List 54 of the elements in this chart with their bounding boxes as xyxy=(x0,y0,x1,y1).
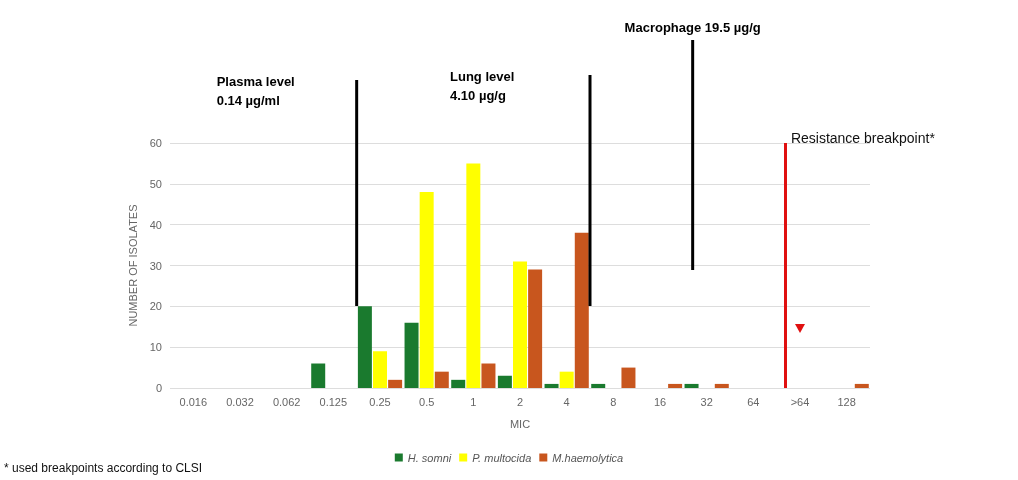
bar xyxy=(357,306,372,388)
x-tick-label: 0.016 xyxy=(179,395,208,408)
x-tick-label: >64 xyxy=(790,395,810,408)
y-tick-label: 50 xyxy=(149,177,162,190)
text: Lung level 4.10 µg/g xyxy=(450,69,515,103)
bar xyxy=(544,383,559,388)
bar xyxy=(714,383,729,388)
x-tick-label: 0.125 xyxy=(319,395,348,408)
bar xyxy=(481,363,496,388)
legend-label: M.haemolytica xyxy=(552,451,624,464)
bar xyxy=(528,269,543,388)
x-tick-label: 64 xyxy=(747,395,760,408)
bar xyxy=(388,379,403,388)
ref-line-label: Resistance breakpoint* xyxy=(790,130,936,146)
x-tick-label: 2 xyxy=(516,395,524,408)
y-tick-label: 0 xyxy=(155,382,162,394)
x-tick-label: 32 xyxy=(700,395,713,408)
legend-label: P. multocida xyxy=(472,451,532,464)
bar xyxy=(373,351,387,388)
y-tick-label: 30 xyxy=(149,259,162,272)
bar xyxy=(668,383,683,388)
bar xyxy=(419,192,434,388)
y-tick-label: 40 xyxy=(149,218,162,231)
x-tick-label: 4 xyxy=(563,395,570,408)
text: Macrophage 19.5 µg/g xyxy=(624,20,761,35)
bar xyxy=(621,367,636,388)
x-tick-label: 0.25 xyxy=(369,395,391,408)
x-tick-label: 0.062 xyxy=(272,395,301,408)
legend-label: H. somni xyxy=(407,451,452,464)
bar xyxy=(434,371,449,388)
x-axis-title: MIC xyxy=(509,417,531,430)
text: * used breakpoints according to CLSI xyxy=(4,461,203,475)
y-axis-title: NUMBER OF ISOLATES xyxy=(126,204,139,327)
x-tick-label: 128 xyxy=(837,395,856,408)
bar xyxy=(404,322,419,388)
bar xyxy=(311,363,326,388)
bar xyxy=(684,383,699,388)
bar xyxy=(854,383,869,388)
text: Plasma level 0.14 µg/ml xyxy=(216,74,295,108)
bar xyxy=(591,383,606,388)
bar xyxy=(451,379,466,388)
x-tick-label: 0.5 xyxy=(419,395,435,408)
x-tick-label: 16 xyxy=(653,395,667,408)
bar xyxy=(466,163,481,388)
x-tick-label: 0.032 xyxy=(226,395,254,408)
bar xyxy=(574,232,589,388)
y-tick-label: 10 xyxy=(149,341,162,354)
bar xyxy=(513,261,527,388)
x-tick-label: 1 xyxy=(470,395,477,408)
y-tick-label: 60 xyxy=(149,137,162,149)
y-tick-label: 20 xyxy=(149,300,162,313)
bar xyxy=(559,371,574,388)
x-tick-label: 8 xyxy=(610,395,617,408)
bar xyxy=(497,375,512,388)
